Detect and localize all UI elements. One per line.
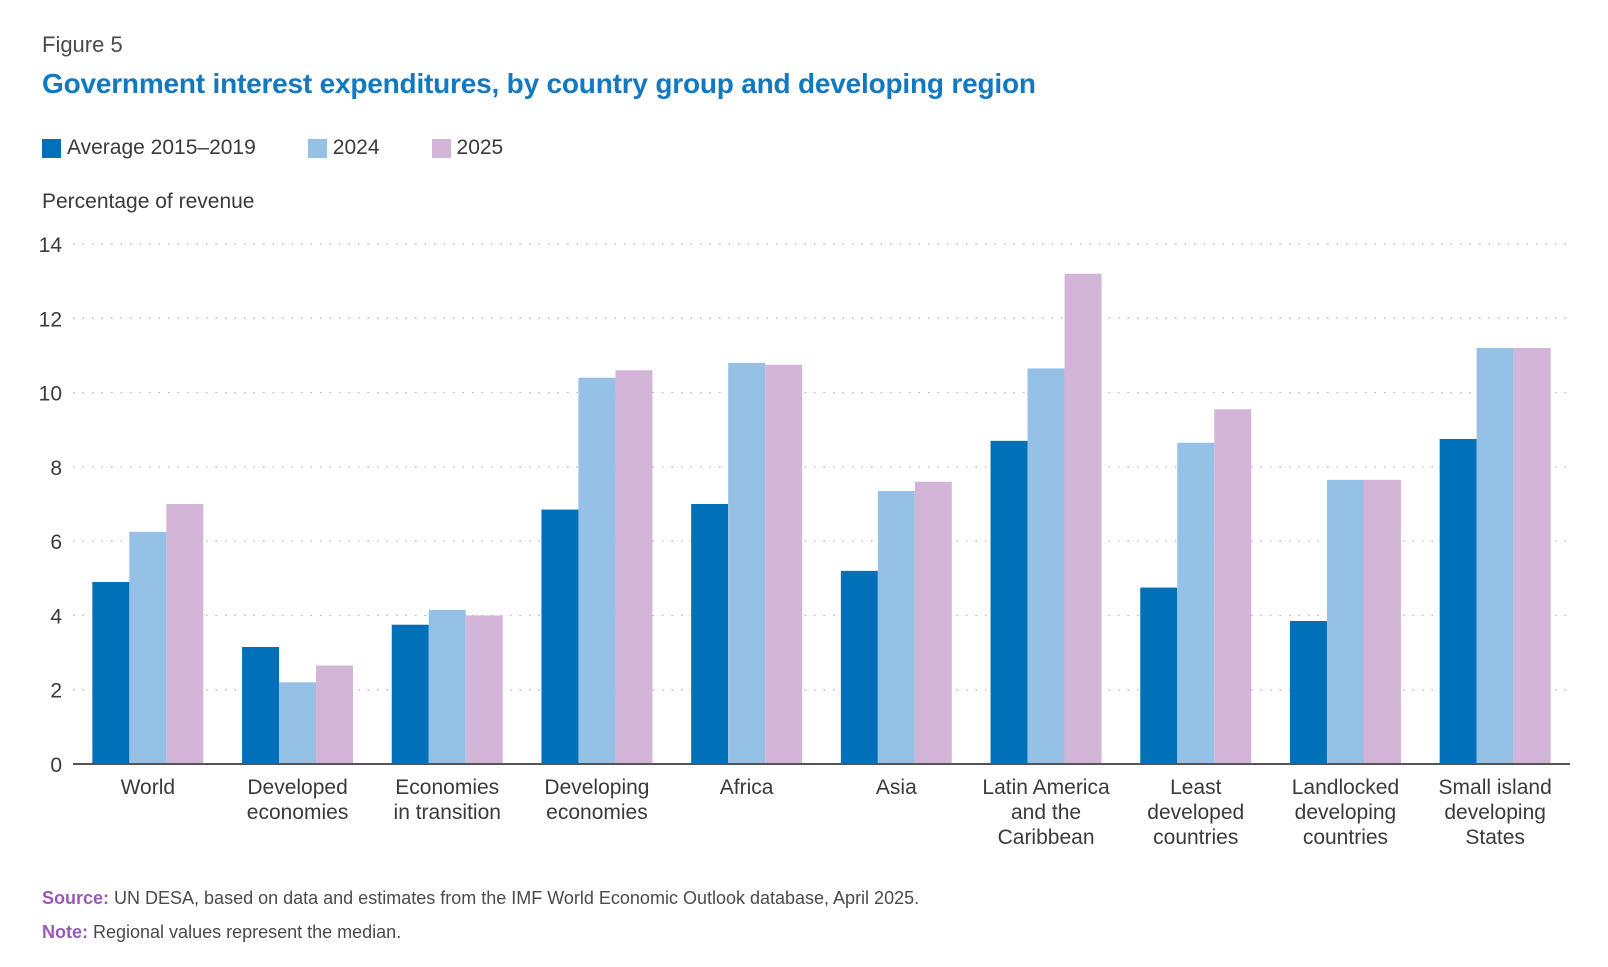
bar-6-series-1 — [1027, 368, 1065, 764]
legend-swatch-2025 — [431, 138, 451, 158]
x-tick-label-line: Economies — [395, 776, 499, 799]
bar-2-series-2 — [465, 615, 503, 764]
x-tick-label-line: developing — [1295, 801, 1397, 824]
x-tick-label-line: Landlocked — [1292, 776, 1399, 799]
bar-2-series-0 — [391, 624, 429, 764]
x-tick-label-line: in transition — [394, 801, 501, 824]
legend-label-average: Average 2015–2019 — [67, 136, 256, 159]
x-tick-label-5: Asia — [876, 776, 917, 799]
note-line: Note: Regional values represent the medi… — [42, 922, 401, 943]
source-line: Source: UN DESA, based on data and estim… — [42, 888, 919, 909]
note-text: Regional values represent the median. — [88, 922, 402, 942]
x-tick-label-line: countries — [1303, 826, 1388, 849]
x-tick-label-line: Latin America — [982, 776, 1110, 799]
y-tick-label-6: 6 — [50, 531, 62, 554]
source-text: UN DESA, based on data and estimates fro… — [109, 888, 920, 908]
x-tick-label-line: and the — [1011, 801, 1081, 824]
legend-item-2024: 2024 — [307, 136, 380, 160]
bar-9-series-2 — [1513, 348, 1551, 764]
bar-2-series-1 — [428, 609, 466, 764]
bar-7-series-0 — [1140, 587, 1178, 764]
bar-1-series-1 — [279, 682, 317, 764]
bar-6-series-0 — [990, 440, 1028, 764]
bar-0-series-1 — [129, 531, 167, 764]
note-key: Note: — [42, 922, 88, 942]
x-tick-label-line: countries — [1153, 826, 1238, 849]
bar-6-series-2 — [1064, 273, 1102, 764]
y-tick-label-12: 12 — [39, 308, 62, 331]
bar-4-series-2 — [765, 364, 803, 764]
y-tick-label-10: 10 — [39, 383, 62, 406]
x-tick-label-line: Least — [1170, 776, 1222, 799]
chart-title: Government interest expenditures, by cou… — [42, 68, 1036, 99]
x-tick-label-0: World — [121, 776, 175, 799]
x-tick-label-2: Economies in transition — [394, 776, 501, 824]
bar-0-series-0 — [92, 582, 130, 764]
x-tick-label-line: Small island — [1439, 776, 1552, 799]
source-key: Source: — [42, 888, 110, 908]
legend: Average 2015–2019 2024 2025 — [42, 136, 555, 160]
x-tick-label-line: World — [121, 776, 175, 799]
x-tick-label-line: States — [1465, 826, 1525, 849]
y-tick-label-8: 8 — [50, 457, 62, 480]
bar-4-series-0 — [691, 504, 729, 764]
x-tick-label-line: Asia — [876, 776, 917, 799]
bar-3-series-1 — [578, 377, 616, 764]
bar-9-series-0 — [1439, 439, 1477, 764]
x-tick-label-9: Small island developing States — [1439, 776, 1552, 849]
bar-5-series-1 — [877, 491, 915, 764]
legend-item-2025: 2025 — [431, 136, 504, 160]
legend-item-average: Average 2015–2019 — [42, 136, 256, 160]
legend-label-2025: 2025 — [456, 136, 504, 159]
bar-3-series-0 — [541, 509, 579, 764]
bar-5-series-0 — [840, 570, 878, 764]
x-tick-label-line: economies — [546, 801, 648, 824]
bar-8-series-1 — [1326, 479, 1364, 764]
x-tick-label-line: developing — [1444, 801, 1546, 824]
x-tick-label-3: Developing economies — [544, 776, 649, 824]
x-tick-label-line: Developed — [247, 776, 347, 799]
bar-1-series-2 — [316, 665, 354, 764]
x-tick-label-line: economies — [247, 801, 349, 824]
legend-label-2024: 2024 — [332, 136, 380, 159]
y-tick-label-14: 14 — [39, 234, 63, 257]
y-tick-label-4: 4 — [50, 605, 62, 628]
bar-9-series-1 — [1476, 348, 1514, 764]
y-axis-label: Percentage of revenue — [42, 190, 255, 213]
x-tick-label-7: Least developed countries — [1147, 776, 1244, 849]
bar-8-series-0 — [1289, 621, 1327, 764]
bar-3-series-2 — [615, 370, 653, 764]
x-tick-label-4: Africa — [720, 776, 774, 799]
bar-7-series-2 — [1214, 409, 1252, 764]
x-tick-label-line: developed — [1147, 801, 1244, 824]
bar-7-series-1 — [1177, 442, 1215, 764]
legend-swatch-2024 — [307, 138, 327, 158]
x-tick-label-6: Latin America and the Caribbean — [982, 776, 1110, 849]
x-tick-label-line: Developing — [544, 776, 649, 799]
x-tick-label-line: Africa — [720, 776, 774, 799]
bar-5-series-2 — [914, 481, 952, 764]
y-tick-label-0: 0 — [50, 754, 62, 777]
legend-swatch-average — [42, 138, 61, 158]
figure-label: Figure 5 — [42, 32, 123, 57]
y-tick-label-2: 2 — [50, 680, 62, 703]
bar-0-series-2 — [166, 504, 204, 764]
x-tick-label-line: Caribbean — [998, 826, 1095, 849]
bar-4-series-1 — [728, 362, 766, 764]
bar-1-series-0 — [242, 647, 280, 764]
x-tick-label-1: Developed economies — [247, 776, 349, 824]
bar-8-series-2 — [1363, 479, 1401, 764]
x-tick-label-8: Landlocked developing countries — [1292, 776, 1399, 849]
